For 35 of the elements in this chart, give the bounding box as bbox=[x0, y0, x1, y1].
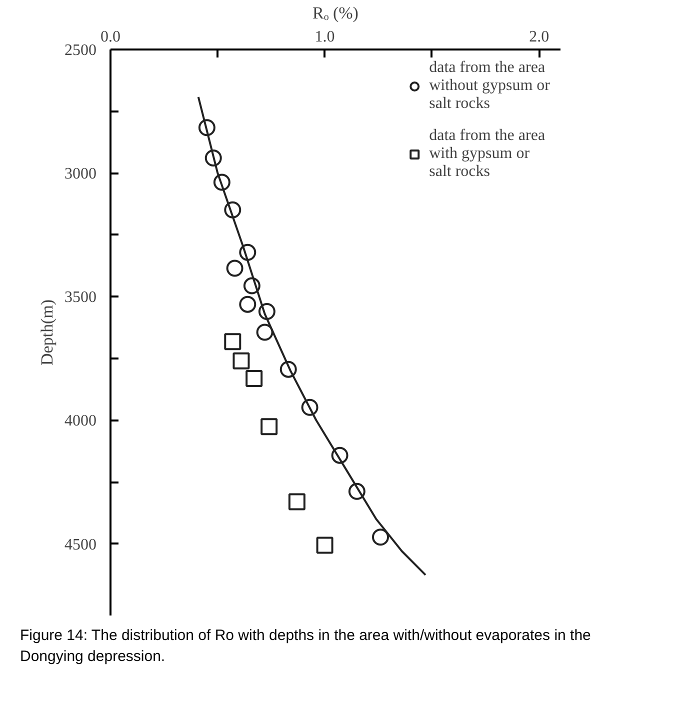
point bbox=[260, 418, 278, 436]
point bbox=[198, 119, 216, 136]
point bbox=[224, 201, 242, 218]
point bbox=[280, 360, 297, 378]
point bbox=[246, 370, 263, 387]
point bbox=[258, 303, 276, 320]
x-tick-label: 2.0 bbox=[529, 28, 550, 46]
legend-label: data from the area with gypsum or salt rocks bbox=[429, 127, 546, 181]
point bbox=[256, 324, 274, 341]
point bbox=[239, 296, 256, 313]
line-series bbox=[197, 96, 426, 576]
point bbox=[213, 174, 230, 191]
point bbox=[301, 398, 318, 416]
point bbox=[224, 333, 242, 350]
point bbox=[372, 528, 389, 546]
point bbox=[226, 260, 244, 277]
y-axis-title: Depth(m) bbox=[38, 299, 56, 366]
y-tick-label: 4500 bbox=[64, 536, 96, 554]
point bbox=[316, 536, 334, 554]
y-tick-label: 4000 bbox=[64, 412, 96, 430]
x-tick-label: 0.0 bbox=[100, 28, 120, 46]
point bbox=[239, 244, 256, 261]
point bbox=[331, 446, 348, 464]
y-tick-label: 2500 bbox=[64, 42, 96, 59]
point bbox=[204, 150, 222, 166]
point bbox=[232, 352, 250, 370]
point bbox=[243, 277, 260, 294]
point bbox=[288, 493, 306, 510]
y-tick-label: 3000 bbox=[64, 166, 96, 183]
point bbox=[348, 482, 366, 500]
x-tick-label: 1.0 bbox=[314, 28, 335, 46]
x-axis-title: Rₒ (%) bbox=[312, 4, 358, 22]
caption: Figure 14: The distribution of Ro with depths in the area with/without evaporates in the Dongying depression. bbox=[20, 626, 592, 668]
y-tick-label: 3500 bbox=[64, 289, 96, 306]
legend-label: data from the area without gypsum or salt rocks bbox=[429, 59, 550, 113]
